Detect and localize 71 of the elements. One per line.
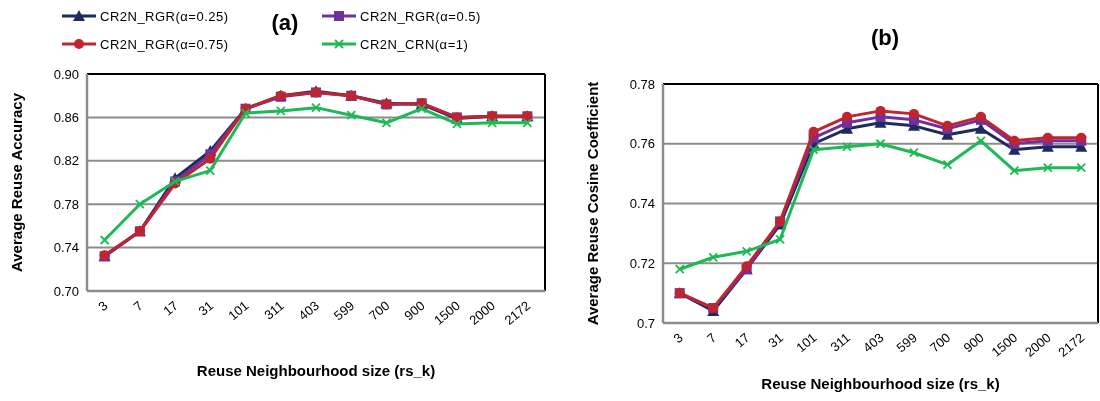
point — [1042, 162, 1053, 173]
x-tick-label: 403 — [295, 297, 322, 324]
legend-label: CR2N_RGR(α=0.5) — [360, 9, 481, 24]
point — [205, 165, 216, 176]
point — [240, 108, 251, 118]
y-tick-label: 0.7 — [636, 315, 655, 331]
y-tick-label: 0.70 — [53, 283, 79, 299]
point — [708, 252, 719, 263]
point — [875, 105, 886, 116]
y-tick-label: 0.78 — [53, 196, 79, 212]
point — [908, 108, 919, 119]
point — [808, 126, 819, 137]
x-tick-label: 599 — [893, 329, 920, 356]
x-tick-label: 700 — [366, 297, 393, 324]
point — [875, 138, 886, 149]
y-axis-title: Average Reuse Cosine Coefficient — [584, 81, 601, 326]
point — [674, 264, 685, 275]
point — [522, 117, 533, 128]
x-tick-label: 17 — [731, 329, 753, 351]
point — [842, 111, 853, 122]
point — [1076, 162, 1087, 173]
y-tick-label: 0.82 — [53, 153, 79, 169]
x-tick-label: 311 — [261, 297, 287, 323]
x-axis-title: Reuse Neighbourhood size (rs_k) — [196, 362, 436, 379]
legend-label: CR2N_CRN(α=1) — [360, 37, 469, 52]
point — [381, 117, 392, 128]
point — [99, 235, 110, 245]
point — [975, 135, 986, 146]
y-tick-label: 0.74 — [629, 196, 655, 212]
y-tick-label: 0.86 — [53, 109, 79, 125]
y-axis-title: Average Reuse Accuracy — [8, 92, 25, 272]
x-tick-label: 700 — [927, 329, 954, 356]
x-tick-label: 900 — [401, 297, 428, 324]
legend-label: CR2N_RGR(α=0.25) — [100, 9, 229, 24]
chart-title: (a) — [271, 10, 299, 35]
point — [909, 147, 919, 158]
point — [311, 102, 321, 113]
x-tick-label: 403 — [860, 329, 887, 356]
x-tick-label: 7 — [703, 329, 720, 346]
point — [1009, 165, 1020, 176]
y-tick-label: 0.78 — [629, 76, 655, 92]
x-tick-label: 311 — [827, 329, 853, 355]
y-tick-label: 0.74 — [53, 240, 79, 256]
x-tick-label: 3 — [670, 329, 686, 346]
point — [452, 119, 462, 129]
x-tick-label: 900 — [960, 329, 987, 356]
point — [842, 141, 852, 152]
point — [942, 159, 953, 170]
y-tick-label: 0.90 — [53, 66, 79, 82]
x-tick-label: 7 — [130, 297, 146, 314]
y-tick-label: 0.76 — [629, 136, 655, 152]
y-tick-label: 0.72 — [629, 255, 655, 271]
legend-label: CR2N_RGR(α=0.75) — [100, 37, 229, 52]
x-tick-label: 101 — [225, 297, 252, 324]
point — [775, 234, 786, 245]
point — [205, 153, 216, 164]
x-tick-label: 599 — [330, 297, 358, 324]
point — [416, 103, 427, 114]
point — [487, 117, 498, 128]
point — [134, 199, 145, 210]
point — [741, 246, 752, 257]
x-axis-title: Reuse Neighbourhood size (rs_k) — [761, 375, 1000, 392]
x-tick-label: 17 — [160, 297, 182, 319]
chart-title: (b) — [870, 25, 900, 50]
x-tick-label: 3 — [95, 297, 111, 314]
point — [346, 110, 357, 121]
point — [808, 144, 819, 155]
x-tick-label: 31 — [195, 297, 217, 319]
x-tick-label: 31 — [765, 329, 787, 351]
x-tick-label: 101 — [793, 329, 820, 356]
point — [275, 105, 286, 116]
